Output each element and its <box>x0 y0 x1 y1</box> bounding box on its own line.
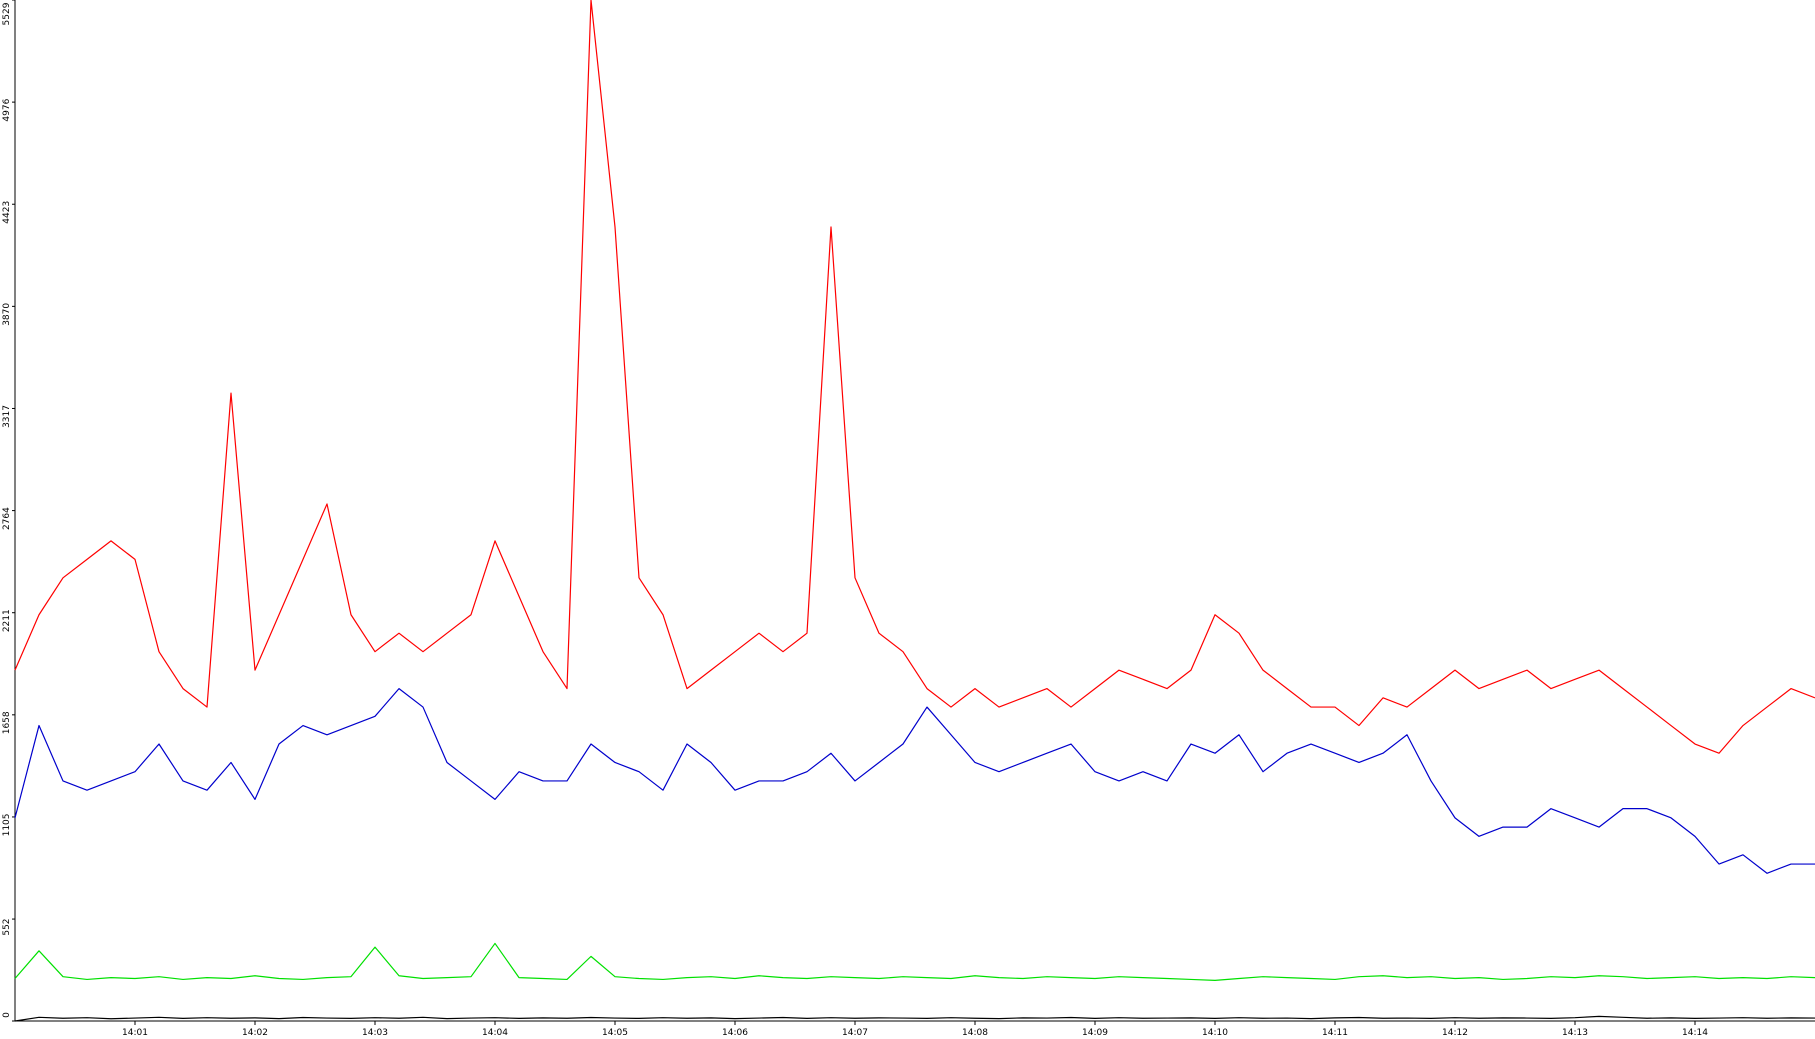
y-tick-label: 1658 <box>2 711 12 734</box>
y-tick-label: 1105 <box>2 813 12 836</box>
x-tick-label: 14:08 <box>962 1028 988 1038</box>
x-tick-label: 14:09 <box>1082 1028 1108 1038</box>
x-tick-label: 14:07 <box>842 1028 868 1038</box>
x-tick-label: 14:02 <box>242 1028 268 1038</box>
series-line <box>14 942 1815 981</box>
series-line <box>14 0 1815 754</box>
x-tick-label: 14:14 <box>1682 1028 1708 1038</box>
series-line <box>14 1015 1815 1022</box>
x-tick-label: 14:10 <box>1202 1028 1228 1038</box>
series-line <box>14 688 1815 874</box>
x-tick-label: 14:11 <box>1322 1028 1348 1038</box>
y-tick-label: 3317 <box>2 405 12 428</box>
y-tick-label: 5529 <box>2 2 12 25</box>
y-tick-label: 0 <box>2 1012 12 1018</box>
x-tick-label: 14:01 <box>122 1028 148 1038</box>
y-tick-label: 552 <box>2 918 12 935</box>
y-tick-label: 2764 <box>2 507 12 530</box>
y-tick-label: 2211 <box>2 609 12 632</box>
y-tick-label: 3870 <box>2 303 12 326</box>
y-tick-label: 4976 <box>2 98 12 121</box>
x-tick-label: 14:12 <box>1442 1028 1468 1038</box>
x-tick-label: 14:03 <box>362 1028 388 1038</box>
x-tick-label: 14:05 <box>602 1028 628 1038</box>
x-tick-label: 14:04 <box>482 1028 508 1038</box>
x-tick-label: 14:13 <box>1562 1028 1588 1038</box>
y-tick-label: 4423 <box>2 201 12 224</box>
x-tick-label: 14:06 <box>722 1028 748 1038</box>
